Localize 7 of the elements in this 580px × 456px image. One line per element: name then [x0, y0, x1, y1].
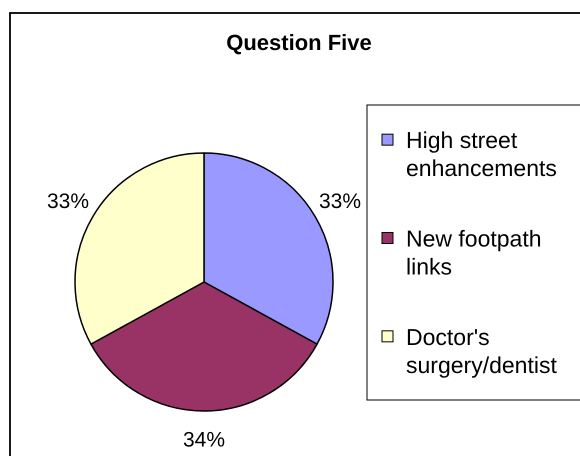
- chart-title: Question Five: [226, 30, 372, 55]
- legend-label: Doctor's surgery/dentist: [406, 324, 558, 378]
- data-label: 33%: [46, 190, 90, 214]
- data-label: 34%: [182, 428, 226, 452]
- legend-label: New footpath links: [406, 226, 542, 280]
- legend-label: High street enhancements: [406, 127, 557, 182]
- data-label: 33%: [318, 190, 362, 214]
